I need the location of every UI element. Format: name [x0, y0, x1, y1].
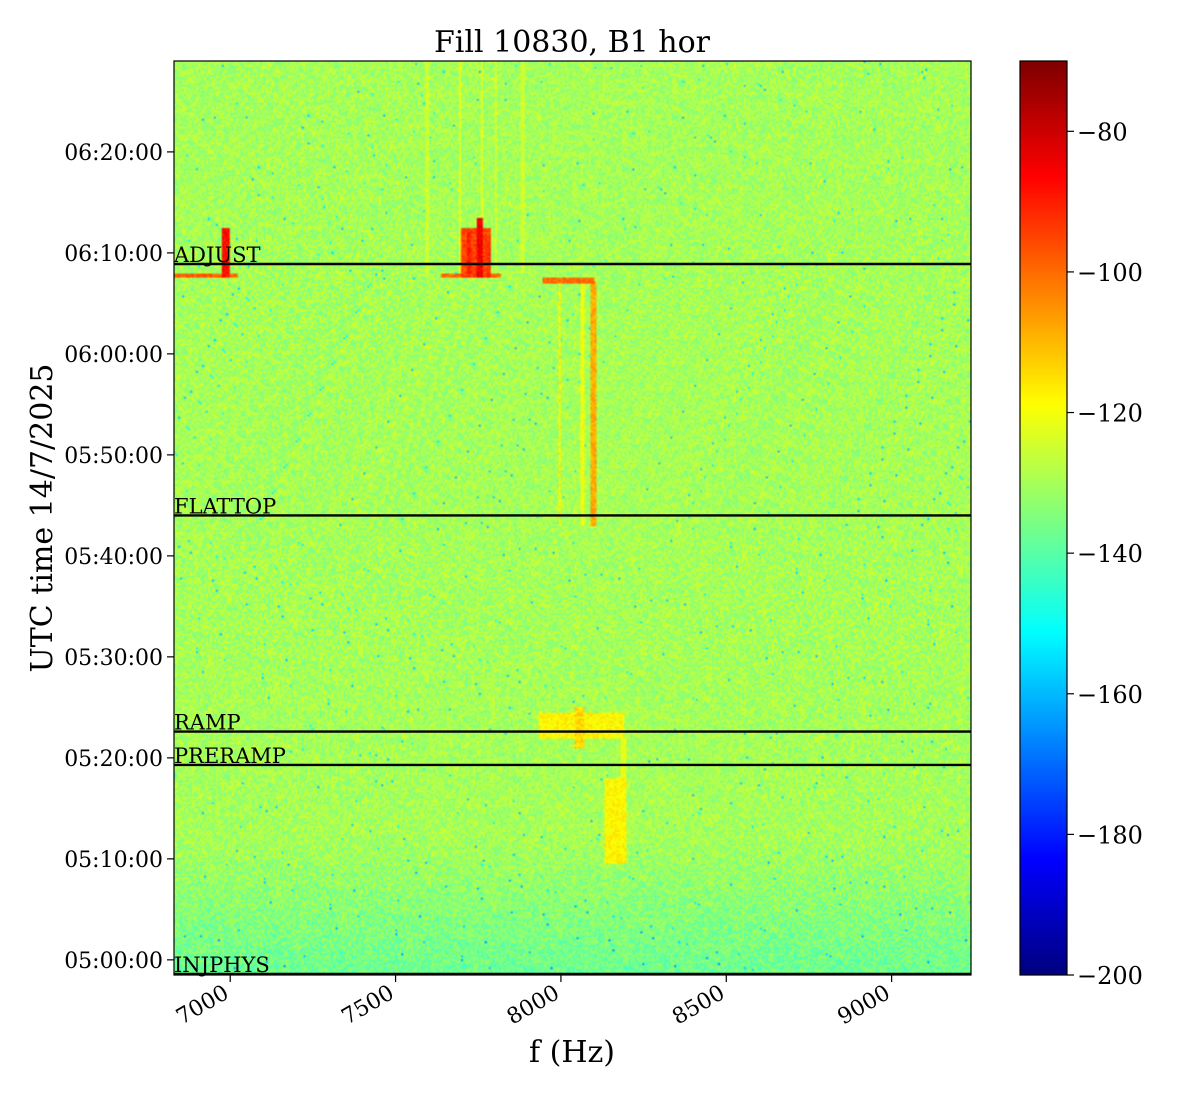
colorbar-tick-label: −80	[1077, 118, 1128, 146]
phase-label-flattop: FLATTOP	[174, 494, 276, 518]
colorbar-tick-label: −160	[1077, 681, 1143, 709]
heatmap-canvas	[174, 61, 971, 975]
x-tick-label: 8500	[668, 981, 729, 1031]
y-tick-label: 06:00:00	[64, 343, 163, 368]
colorbar: −80 −100 −120 −140 −160 −180 −200	[1019, 60, 1143, 990]
y-tick-label: 05:50:00	[64, 444, 163, 469]
chart-title: Fill 10830, B1 hor	[434, 25, 711, 60]
x-tick-label: 8000	[503, 981, 564, 1031]
colorbar-tick-label: −180	[1077, 821, 1143, 849]
y-tick-label: 05:30:00	[64, 646, 163, 671]
y-tick-label: 06:10:00	[64, 242, 163, 267]
phase-markers: INJPHYS PRERAMP RAMP FLATTOP ADJUST	[173, 243, 971, 977]
colorbar-tick-label: −120	[1077, 400, 1143, 428]
colorbar-ticks: −80 −100 −120 −140 −160 −180 −200	[1067, 118, 1143, 990]
y-tick-label: 05:10:00	[64, 848, 163, 873]
phase-label-ramp: RAMP	[174, 711, 241, 735]
y-axis: 05:00:00 05:10:00 05:20:00 05:30:00 05:40:00…	[64, 141, 174, 974]
phase-label-adjust: ADJUST	[173, 243, 261, 267]
y-axis-label: UTC time 14/7/2025	[25, 364, 60, 673]
phase-label-preramp: PRERAMP	[174, 744, 286, 768]
y-tick-label: 06:20:00	[64, 141, 163, 166]
x-tick-label: 9000	[834, 981, 895, 1031]
phase-label-injphys: INJPHYS	[174, 953, 270, 977]
y-tick-label: 05:20:00	[64, 747, 163, 772]
y-tick-label: 05:40:00	[64, 545, 163, 570]
colorbar-frame	[1019, 60, 1068, 976]
colorbar-tick-label: −100	[1077, 259, 1143, 287]
x-tick-label: 7500	[338, 981, 399, 1031]
colorbar-tick-label: −140	[1077, 540, 1143, 568]
x-axis-label: f (Hz)	[529, 1035, 615, 1070]
colorbar-tick-label: −200	[1077, 962, 1143, 990]
x-axis: 7000 7500 8000 8500 9000	[172, 975, 895, 1031]
y-tick-label: 05:00:00	[64, 949, 163, 974]
x-tick-label: 7000	[172, 981, 233, 1031]
